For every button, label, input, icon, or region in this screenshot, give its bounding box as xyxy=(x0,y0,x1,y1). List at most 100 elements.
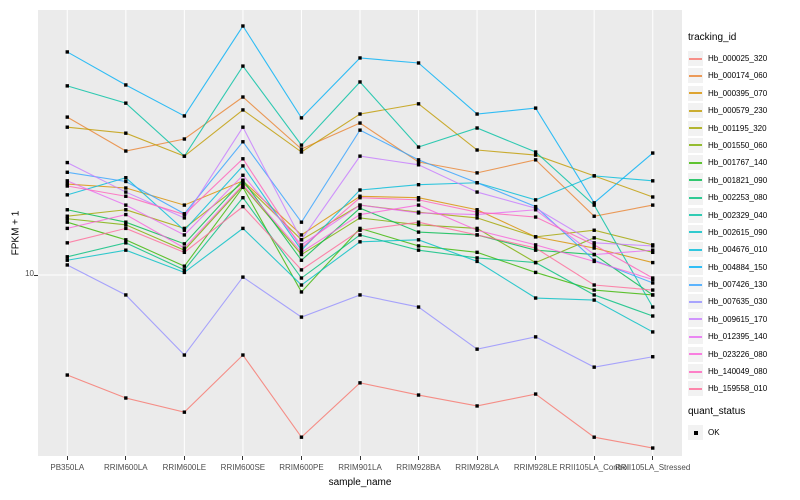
x-tick-label: RRIM600SE xyxy=(220,463,266,472)
data-point xyxy=(358,80,362,84)
data-point xyxy=(299,246,304,250)
data-point xyxy=(592,246,596,250)
legend-item-label: Hb_004884_150 xyxy=(708,262,768,272)
data-point xyxy=(358,240,362,244)
data-point xyxy=(416,163,421,167)
data-point xyxy=(182,242,187,246)
data-point xyxy=(299,250,304,255)
legend-key xyxy=(688,224,703,240)
x-tick-mark xyxy=(652,456,654,460)
data-point xyxy=(124,190,128,194)
data-point xyxy=(533,270,538,275)
line-swatch-icon xyxy=(689,370,702,373)
legend-key xyxy=(688,155,703,171)
data-point xyxy=(533,296,538,300)
data-point xyxy=(475,148,479,152)
legend-key xyxy=(688,259,703,275)
data-point xyxy=(592,243,596,247)
data-point xyxy=(65,160,69,165)
data-point xyxy=(124,226,128,231)
data-point xyxy=(533,335,538,339)
data-point xyxy=(299,283,304,287)
data-point xyxy=(241,157,245,161)
line-swatch-icon xyxy=(689,214,702,217)
data-point xyxy=(533,198,538,202)
data-point xyxy=(124,149,128,153)
legend-item-label: Hb_000579_230 xyxy=(708,106,768,116)
data-point xyxy=(299,147,304,151)
legend-item: Hb_023226_080 xyxy=(688,346,798,362)
data-point xyxy=(299,258,304,262)
data-point xyxy=(475,226,479,231)
legend-key xyxy=(688,137,703,153)
data-point xyxy=(475,126,479,130)
data-point xyxy=(475,216,479,220)
x-tick-label: RRIM600LE xyxy=(162,463,207,472)
data-point xyxy=(651,281,655,285)
data-point xyxy=(416,238,421,242)
line-swatch-icon xyxy=(689,300,702,303)
legend-item-label: Hb_159558_010 xyxy=(708,384,768,394)
data-point xyxy=(592,435,596,439)
data-point xyxy=(651,179,655,183)
data-point xyxy=(651,305,655,309)
x-tick-mark xyxy=(125,456,127,460)
data-point xyxy=(475,112,479,116)
legend-item: Hb_002253_080 xyxy=(688,190,798,206)
data-point xyxy=(299,116,304,120)
data-point xyxy=(651,276,655,280)
line-swatch-icon xyxy=(689,92,702,95)
data-point xyxy=(65,182,69,186)
data-point xyxy=(475,404,479,408)
data-point xyxy=(416,223,421,227)
line-swatch-icon xyxy=(689,196,702,199)
data-point xyxy=(241,181,245,185)
data-point xyxy=(651,250,655,255)
data-point xyxy=(241,182,245,187)
legend: tracking_id Hb_000025_320 Hb_000174_060 … xyxy=(688,32,798,443)
legend-item: Hb_012395_140 xyxy=(688,329,798,345)
data-point xyxy=(475,181,479,185)
data-point xyxy=(124,194,128,198)
data-point xyxy=(358,212,362,217)
data-point xyxy=(358,233,362,237)
data-point xyxy=(241,108,245,112)
data-point xyxy=(241,24,245,28)
data-point xyxy=(65,125,69,129)
data-point xyxy=(651,151,655,155)
legend-item: Hb_159558_010 xyxy=(688,381,798,397)
data-point xyxy=(533,208,538,212)
data-point xyxy=(475,212,479,217)
data-point xyxy=(358,56,362,60)
data-point xyxy=(241,173,245,177)
legend-item-label: Hb_009615_170 xyxy=(708,314,768,324)
legend-key xyxy=(688,207,703,223)
legend-title-quant-status: quant_status xyxy=(688,406,746,418)
legend-item: Hb_004676_010 xyxy=(688,242,798,258)
data-point xyxy=(475,210,479,214)
data-point xyxy=(241,185,245,190)
line-swatch-icon xyxy=(689,144,702,147)
data-point xyxy=(182,228,187,232)
line-swatch-icon xyxy=(689,231,702,234)
data-point xyxy=(416,160,421,164)
x-tick-mark xyxy=(476,456,478,460)
legend-item: Hb_009615_170 xyxy=(688,311,798,327)
data-point xyxy=(182,270,187,275)
data-point xyxy=(416,393,421,397)
data-point xyxy=(299,233,304,237)
data-point xyxy=(124,248,128,252)
data-point xyxy=(416,182,421,187)
line-swatch-icon xyxy=(689,318,702,321)
legend-item: Hb_007426_130 xyxy=(688,277,798,293)
line-swatch-icon xyxy=(689,74,702,77)
legend-item: Hb_000174_060 xyxy=(688,68,798,84)
data-point xyxy=(182,154,187,158)
legend-item-label: Hb_000025_320 xyxy=(708,54,768,63)
line-swatch-icon xyxy=(689,353,702,356)
data-point xyxy=(592,252,596,257)
data-point xyxy=(533,158,538,162)
data-point xyxy=(241,178,245,182)
data-point xyxy=(299,220,304,224)
x-tick-label: RRIM928LA xyxy=(455,463,499,472)
